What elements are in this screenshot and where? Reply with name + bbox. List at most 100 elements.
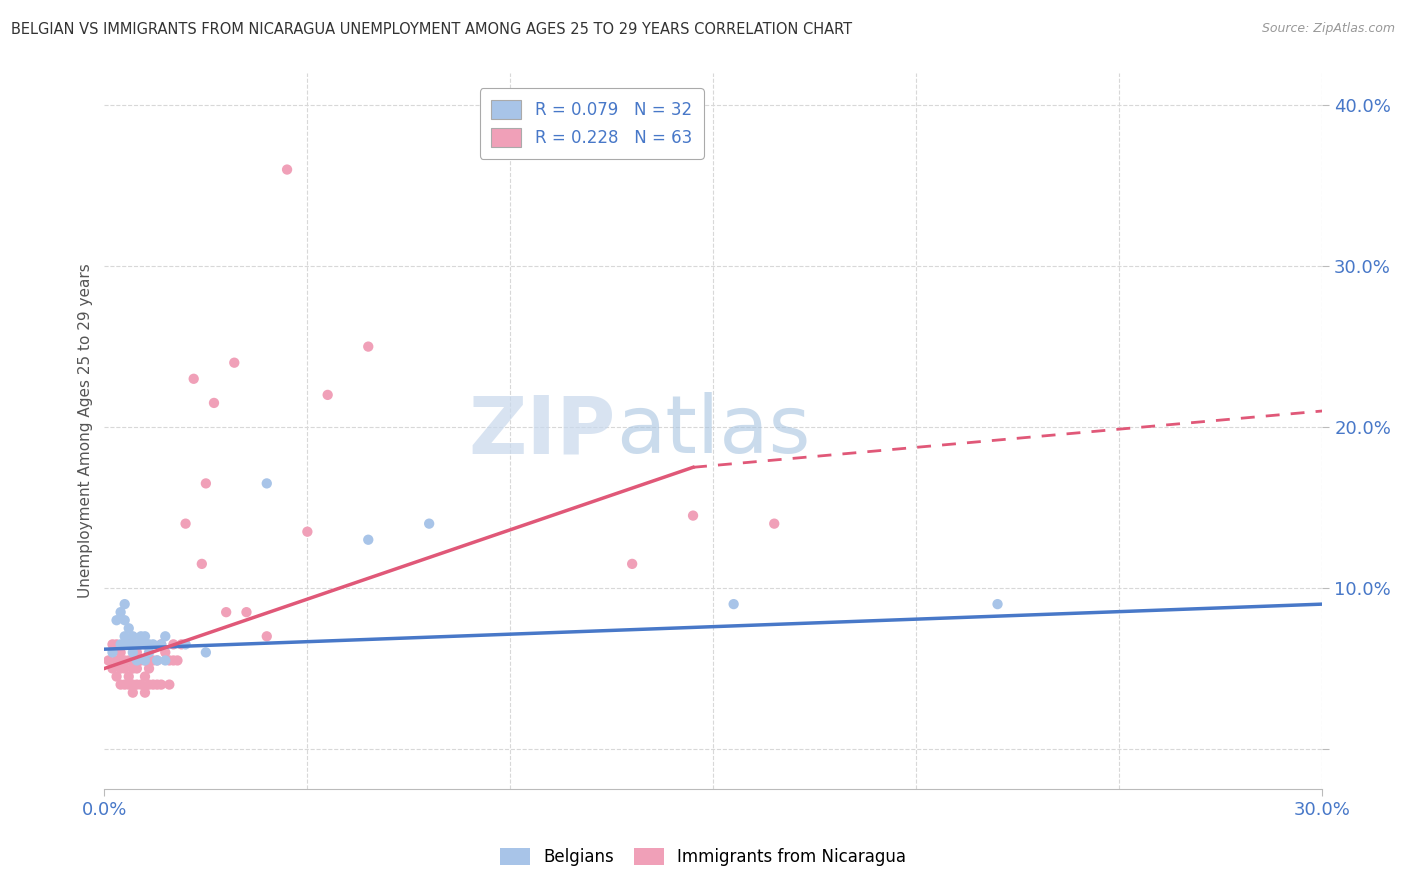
Point — [134, 637, 156, 651]
Point — [166, 653, 188, 667]
Point — [174, 637, 197, 651]
Point — [202, 396, 225, 410]
Legend: R = 0.079   N = 32, R = 0.228   N = 63: R = 0.079 N = 32, R = 0.228 N = 63 — [479, 88, 703, 159]
Text: atlas: atlas — [616, 392, 810, 470]
Point — [682, 508, 704, 523]
Point — [162, 653, 184, 667]
Point — [297, 524, 319, 539]
Text: Source: ZipAtlas.com: Source: ZipAtlas.com — [1261, 22, 1395, 36]
Point — [134, 669, 156, 683]
Point — [114, 677, 136, 691]
Point — [129, 629, 152, 643]
Point — [138, 645, 160, 659]
Point — [134, 629, 156, 643]
Point — [114, 597, 136, 611]
Point — [357, 340, 380, 354]
Point — [621, 557, 644, 571]
Point — [155, 645, 177, 659]
Point — [723, 597, 745, 611]
Point — [114, 629, 136, 643]
Point — [118, 637, 141, 651]
Point — [118, 621, 141, 635]
Point — [125, 677, 148, 691]
Point — [235, 605, 257, 619]
Point — [110, 645, 132, 659]
Point — [118, 669, 141, 683]
Point — [105, 669, 128, 683]
Point — [125, 653, 148, 667]
Point — [114, 661, 136, 675]
Point — [121, 686, 143, 700]
Point — [276, 162, 298, 177]
Point — [142, 637, 165, 651]
Point — [134, 653, 156, 667]
Point — [121, 637, 143, 651]
Point — [134, 653, 156, 667]
Point — [118, 637, 141, 651]
Point — [142, 653, 165, 667]
Point — [110, 605, 132, 619]
Point — [146, 677, 169, 691]
Point — [125, 661, 148, 675]
Point — [125, 645, 148, 659]
Point — [170, 637, 193, 651]
Point — [114, 653, 136, 667]
Legend: Belgians, Immigrants from Nicaragua: Belgians, Immigrants from Nicaragua — [494, 841, 912, 873]
Point — [183, 372, 205, 386]
Point — [110, 637, 132, 651]
Point — [101, 637, 124, 651]
Text: BELGIAN VS IMMIGRANTS FROM NICARAGUA UNEMPLOYMENT AMONG AGES 25 TO 29 YEARS CORR: BELGIAN VS IMMIGRANTS FROM NICARAGUA UNE… — [11, 22, 852, 37]
Point — [191, 557, 214, 571]
Point — [118, 653, 141, 667]
Point — [146, 653, 169, 667]
Point — [418, 516, 440, 531]
Point — [174, 516, 197, 531]
Point — [110, 661, 132, 675]
Point — [138, 661, 160, 675]
Point — [256, 629, 278, 643]
Point — [316, 388, 339, 402]
Point — [150, 637, 173, 651]
Point — [138, 677, 160, 691]
Point — [114, 637, 136, 651]
Point — [763, 516, 786, 531]
Point — [162, 637, 184, 651]
Point — [134, 637, 156, 651]
Point — [129, 653, 152, 667]
Point — [215, 605, 238, 619]
Point — [105, 653, 128, 667]
Point — [118, 677, 141, 691]
Point — [129, 677, 152, 691]
Point — [146, 653, 169, 667]
Point — [110, 653, 132, 667]
Point — [114, 613, 136, 627]
Point — [121, 629, 143, 643]
Point — [194, 476, 217, 491]
Point — [142, 677, 165, 691]
Point — [134, 686, 156, 700]
Point — [105, 637, 128, 651]
Point — [256, 476, 278, 491]
Point — [150, 677, 173, 691]
Text: ZIP: ZIP — [468, 392, 616, 470]
Y-axis label: Unemployment Among Ages 25 to 29 years: Unemployment Among Ages 25 to 29 years — [79, 264, 93, 599]
Point — [357, 533, 380, 547]
Point — [125, 637, 148, 651]
Point — [150, 637, 173, 651]
Point — [157, 677, 180, 691]
Point — [97, 653, 120, 667]
Point — [121, 653, 143, 667]
Point — [224, 356, 246, 370]
Point — [121, 677, 143, 691]
Point — [110, 677, 132, 691]
Point — [101, 661, 124, 675]
Point — [101, 645, 124, 659]
Point — [194, 645, 217, 659]
Point — [138, 637, 160, 651]
Point — [986, 597, 1008, 611]
Point — [157, 653, 180, 667]
Point — [155, 653, 177, 667]
Point — [105, 613, 128, 627]
Point — [121, 645, 143, 659]
Point — [155, 629, 177, 643]
